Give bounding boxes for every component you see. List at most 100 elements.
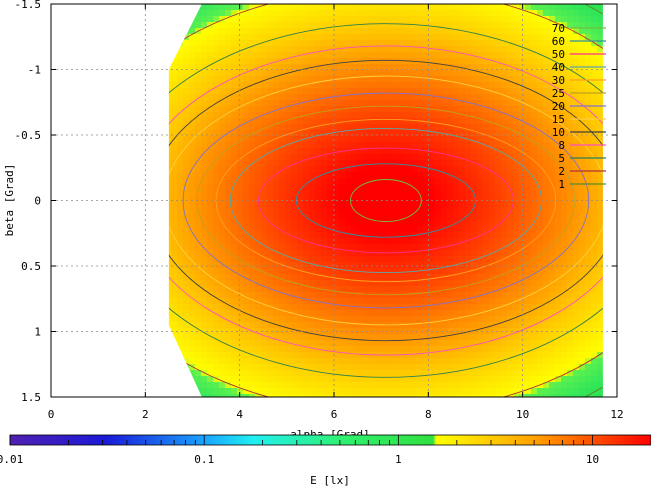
heatmap-cell — [99, 142, 106, 149]
heatmap-cell — [357, 256, 364, 263]
heatmap-cell — [315, 28, 322, 35]
heatmap-cell — [153, 262, 160, 269]
heatmap-cell — [177, 154, 184, 161]
heatmap-cell — [309, 388, 316, 395]
heatmap-cell — [57, 352, 64, 359]
heatmap-cell — [435, 106, 442, 113]
heatmap-cell — [57, 256, 64, 263]
heatmap-cell — [255, 88, 262, 95]
heatmap-cell — [195, 376, 202, 383]
heatmap-cell — [57, 160, 64, 167]
heatmap-cell — [261, 202, 268, 209]
heatmap-cell — [141, 88, 148, 95]
heatmap-cell — [309, 112, 316, 119]
heatmap-cell — [369, 238, 376, 245]
heatmap-cell — [417, 172, 424, 179]
heatmap-cell — [168, 46, 172, 53]
heatmap-cell — [213, 10, 220, 17]
heatmap-cell — [243, 388, 250, 395]
heatmap-cell — [93, 226, 100, 233]
heatmap-cell — [147, 364, 154, 371]
heatmap-cell — [351, 340, 358, 347]
heatmap-cell — [411, 340, 418, 347]
heatmap-cell — [225, 394, 232, 397]
heatmap-cell — [417, 220, 424, 227]
heatmap-cell — [471, 70, 478, 77]
heatmap-cell — [171, 202, 178, 209]
heatmap-cell — [99, 58, 106, 65]
heatmap-cell — [345, 58, 352, 65]
heatmap-cell — [375, 118, 382, 125]
heatmap-cell — [429, 202, 436, 209]
heatmap-cell — [273, 40, 280, 47]
heatmap-cell — [135, 268, 142, 275]
heatmap-cell — [333, 274, 340, 281]
heatmap-cell — [171, 94, 178, 101]
heatmap-cell — [249, 178, 256, 185]
heatmap-cell — [351, 256, 358, 263]
heatmap-cell — [363, 376, 370, 383]
heatmap-cell — [447, 238, 454, 245]
heatmap-cell — [267, 82, 274, 89]
heatmap-cell — [183, 28, 190, 35]
heatmap-cell — [369, 34, 376, 41]
heatmap-cell — [231, 226, 238, 233]
heatmap-cell — [261, 370, 268, 377]
heatmap-cell — [63, 334, 70, 341]
heatmap-cell — [423, 64, 430, 71]
heatmap-cell — [93, 316, 100, 323]
heatmap-cell — [309, 28, 316, 35]
heatmap-cell — [171, 4, 178, 11]
heatmap-cell — [171, 328, 178, 335]
heatmap-cell — [309, 226, 316, 233]
heatmap-cell — [471, 184, 478, 191]
heatmap-cell — [117, 238, 124, 245]
heatmap-cell — [267, 286, 274, 293]
heatmap-cell — [81, 388, 88, 395]
heatmap-cell — [225, 16, 232, 23]
heatmap-cell — [279, 346, 286, 353]
heatmap-cell — [123, 268, 130, 275]
heatmap-cell — [423, 286, 430, 293]
heatmap-cell — [471, 364, 478, 371]
heatmap-cell — [81, 190, 88, 197]
heatmap-cell — [213, 16, 220, 23]
heatmap-cell — [117, 160, 124, 167]
heatmap-cell — [117, 52, 124, 59]
heatmap-cell — [345, 286, 352, 293]
heatmap-cell — [171, 214, 178, 221]
heatmap-cell — [363, 316, 370, 323]
heatmap-cell — [489, 136, 496, 143]
heatmap-cell — [303, 130, 310, 137]
heatmap-cell — [129, 244, 136, 251]
heatmap-cell — [87, 40, 94, 47]
heatmap-cell — [168, 142, 172, 149]
heatmap-cell — [285, 370, 292, 377]
heatmap-cell — [405, 16, 412, 23]
heatmap-cell — [105, 52, 112, 59]
heatmap-cell — [345, 334, 352, 341]
heatmap-cell — [111, 202, 118, 209]
heatmap-cell — [411, 280, 418, 287]
heatmap-cell — [168, 58, 172, 65]
heatmap-cell — [417, 184, 424, 191]
heatmap-cell — [168, 304, 172, 311]
heatmap-cell — [147, 280, 154, 287]
heatmap-cell — [471, 376, 478, 383]
heatmap-cell — [243, 298, 250, 305]
heatmap-cell — [177, 166, 184, 173]
heatmap-cell — [435, 304, 442, 311]
heatmap-cell — [249, 4, 256, 11]
heatmap-cell — [399, 52, 406, 59]
heatmap-cell — [333, 112, 340, 119]
heatmap-cell — [168, 280, 172, 287]
heatmap-cell — [417, 256, 424, 263]
heatmap-cell — [168, 364, 172, 371]
heatmap-cell — [261, 340, 268, 347]
heatmap-cell — [57, 94, 64, 101]
heatmap-cell — [447, 256, 454, 263]
heatmap-cell — [159, 130, 166, 137]
heatmap-cell — [153, 346, 160, 353]
heatmap-cell — [231, 154, 238, 161]
heatmap-cell — [81, 256, 88, 263]
